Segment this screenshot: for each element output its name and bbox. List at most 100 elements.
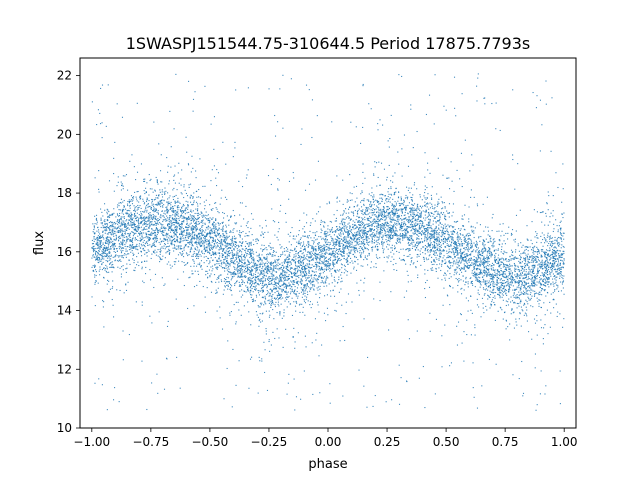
data-point [185,200,187,202]
data-point [186,262,188,265]
data-point [156,181,158,183]
data-point [315,250,317,252]
data-point [263,236,265,238]
data-point [420,248,422,250]
data-point [172,222,174,224]
data-point [380,218,382,220]
data-point [512,278,514,281]
data-point [265,257,267,259]
data-point [308,241,310,243]
data-point [207,228,209,230]
data-point [191,255,193,257]
data-point [192,110,194,112]
data-point [443,250,445,252]
data-point [132,254,134,256]
data-point [241,279,243,281]
data-point [180,248,182,250]
data-point [107,255,109,257]
data-point [239,272,241,274]
data-point [105,270,107,272]
data-point [269,280,271,283]
data-point [159,229,161,231]
data-point [233,260,235,262]
data-point [241,289,243,291]
data-point [293,177,295,179]
data-point [338,226,341,228]
data-point [149,225,151,227]
data-point [380,162,383,164]
data-point [287,278,289,280]
data-point [95,259,97,261]
data-point [173,128,175,130]
data-point [205,247,207,249]
data-point [364,213,366,215]
data-point [435,227,437,229]
data-point [348,253,350,255]
data-point [192,245,194,247]
data-point [364,233,366,235]
data-point [265,275,267,277]
data-point [311,284,313,286]
data-point [371,250,373,252]
data-point [164,193,166,195]
data-point [481,260,483,262]
data-point [202,216,204,218]
data-point [143,244,146,247]
data-point [534,264,536,267]
data-point [379,233,381,235]
data-point [315,339,317,341]
data-point [238,309,240,311]
data-point [386,221,389,223]
data-point [546,270,548,272]
data-point [196,249,198,251]
data-point [544,278,546,280]
data-point [483,246,485,248]
data-point [331,275,333,277]
data-point [424,192,426,194]
data-point [288,258,290,260]
data-point [482,262,484,264]
data-point [506,252,508,254]
data-point [408,250,410,252]
data-point [190,215,192,217]
data-point [499,290,501,292]
data-point [466,265,468,267]
data-point [210,273,212,275]
data-point [356,282,358,284]
data-point [96,254,98,256]
data-point [436,237,438,240]
data-point [125,174,128,176]
data-point [456,250,459,252]
data-point [493,241,495,243]
data-point [124,252,126,255]
data-point [121,184,123,186]
data-point [550,243,552,245]
data-point [243,254,245,256]
data-point [411,229,413,231]
data-point [316,115,318,117]
data-point [284,261,286,263]
data-point [316,263,318,265]
data-point [377,129,379,131]
data-point [251,261,253,263]
data-point [151,200,153,202]
data-point [290,262,292,264]
data-point [268,269,270,271]
data-point [149,214,151,216]
data-point [378,233,380,235]
data-point [236,245,238,247]
data-point [152,238,154,240]
data-point [446,294,448,296]
data-point [199,230,201,232]
data-point [130,223,132,225]
data-point [254,267,256,270]
data-point [318,235,320,238]
data-point [277,282,279,284]
data-point [402,259,404,261]
data-point [376,248,378,250]
data-point [303,299,305,301]
data-point [334,251,337,253]
data-point [159,261,161,263]
data-point [553,299,555,301]
data-point [237,249,239,251]
